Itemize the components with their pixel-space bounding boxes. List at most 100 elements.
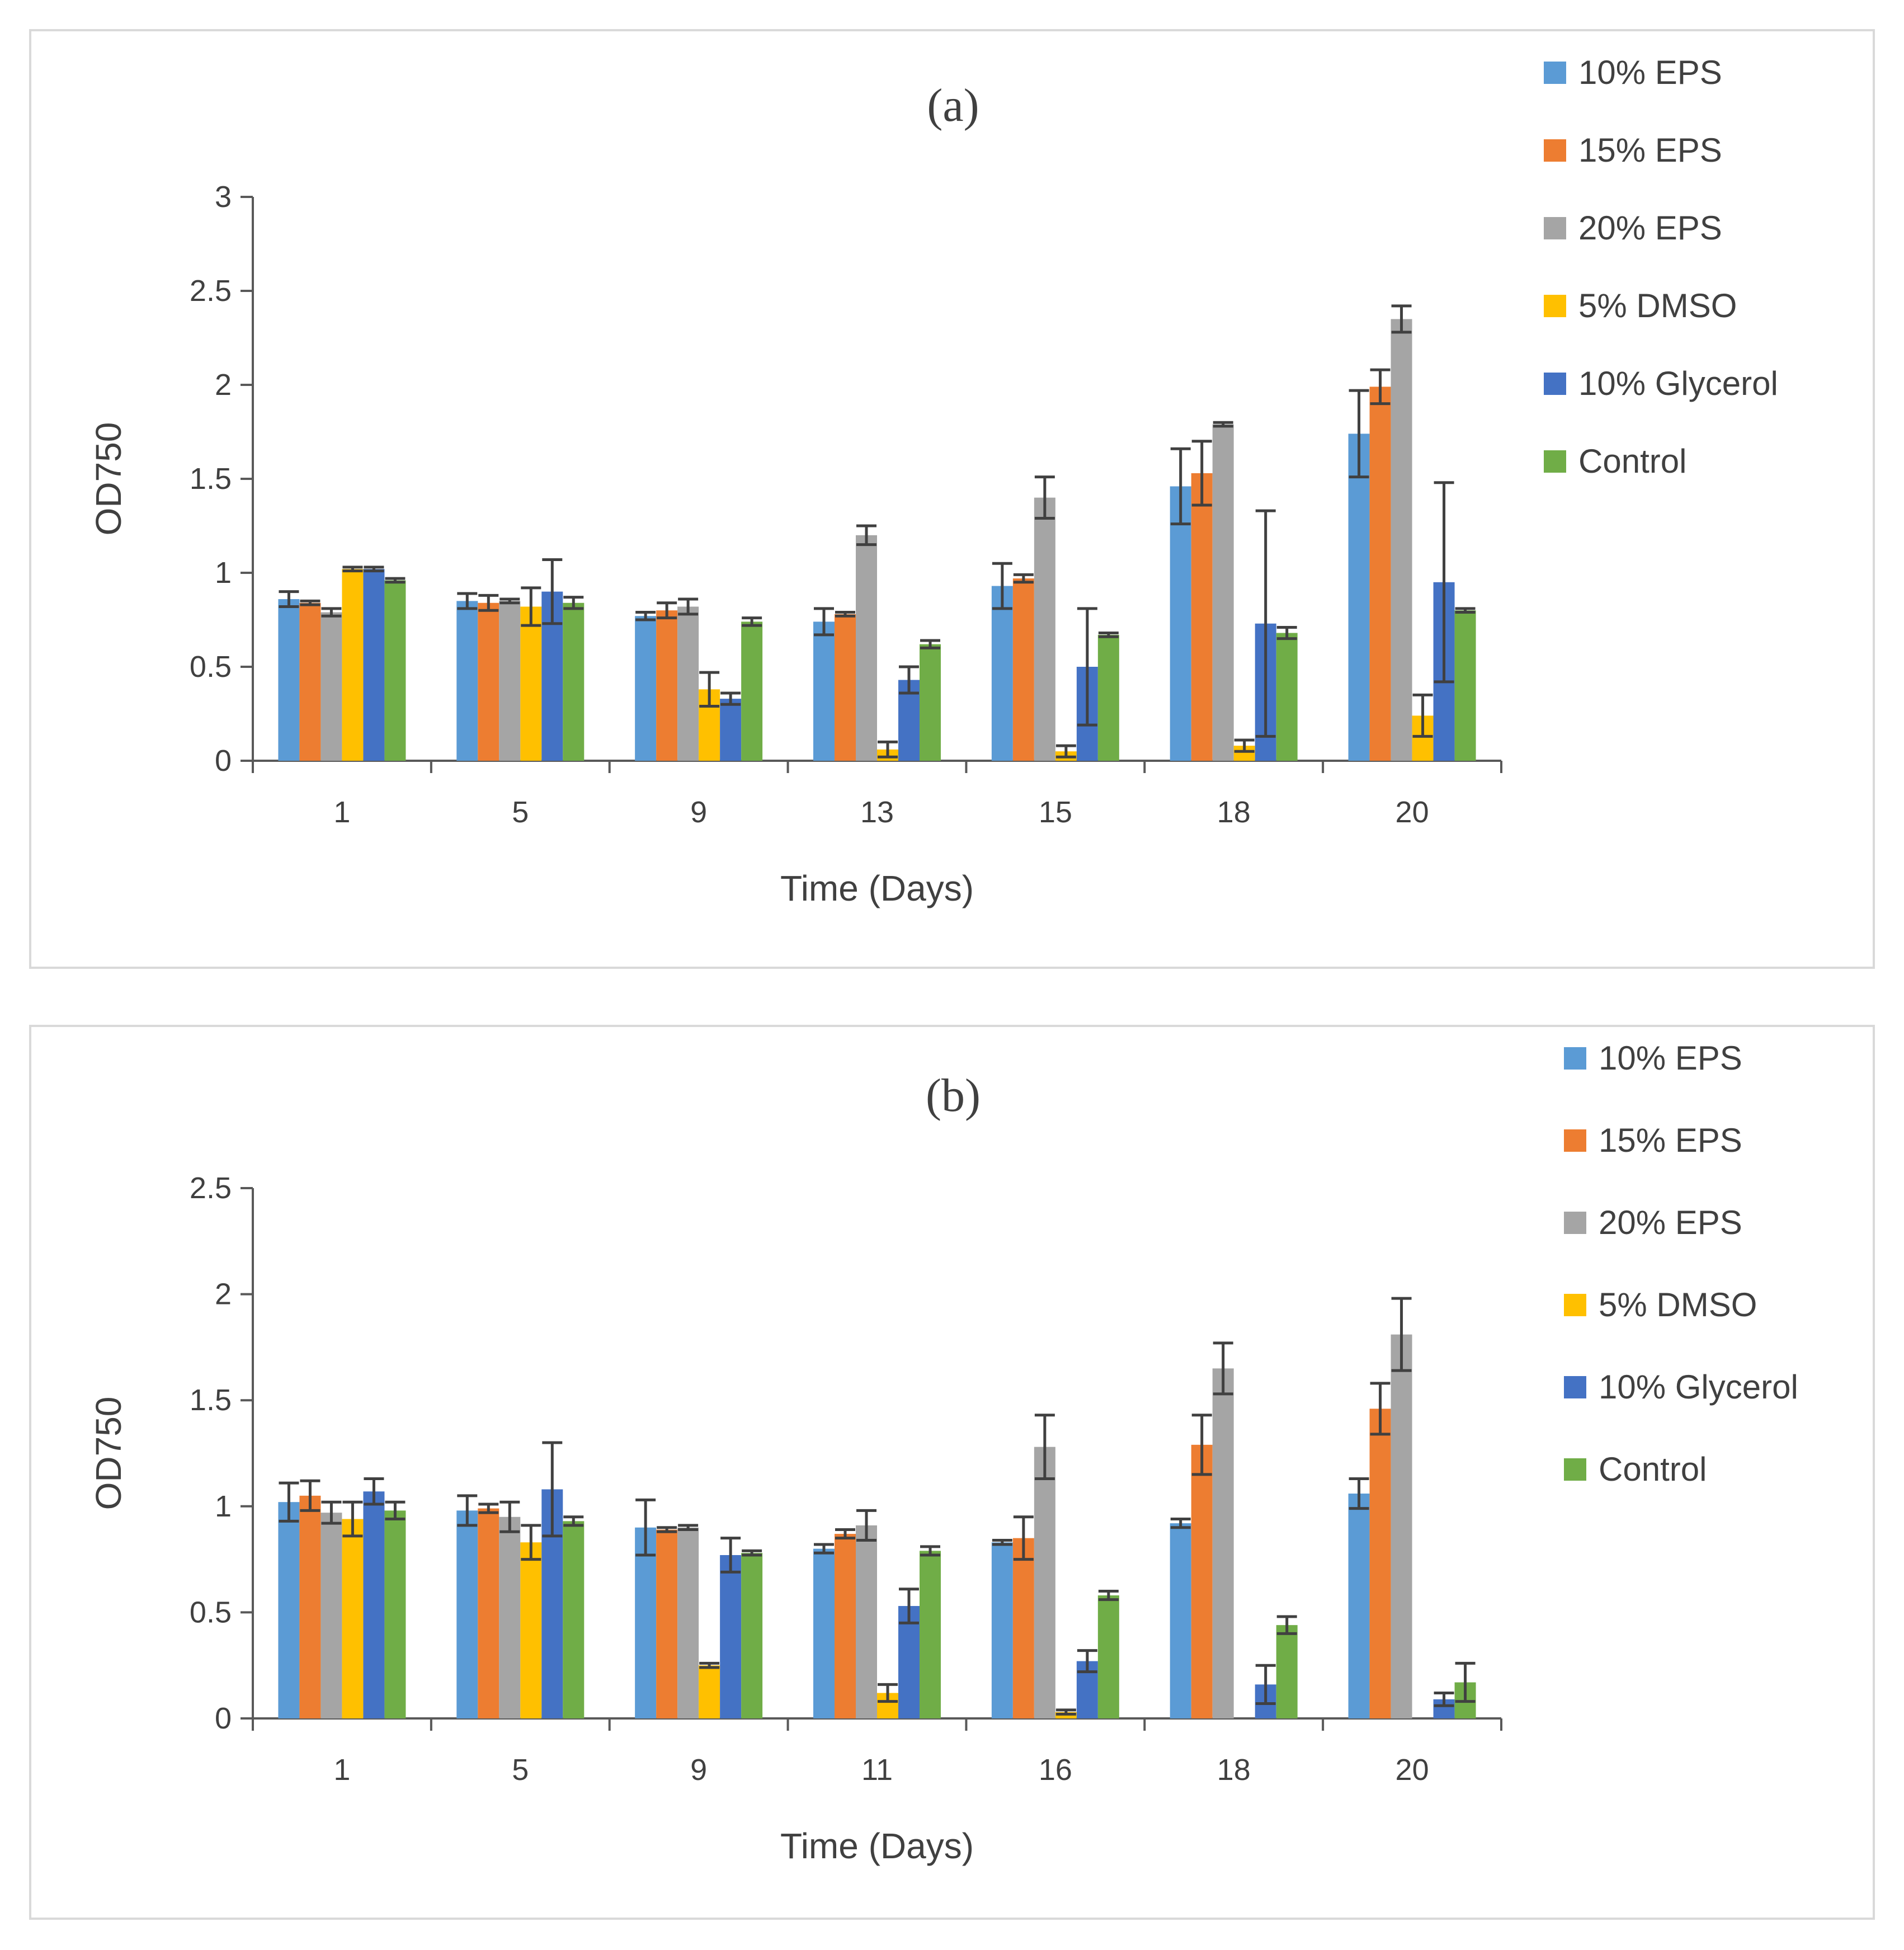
chart-b-legend-label: 10% EPS (1599, 1039, 1742, 1077)
chart-a-bar (835, 614, 856, 761)
chart-b-bar (563, 1521, 585, 1718)
chart-a-title: (a) (927, 79, 979, 131)
chart-b-x-tick-label: 11 (861, 1753, 893, 1787)
chart-a-legend-swatch (1544, 217, 1566, 239)
chart-b-svg: (b) 0 0.5 1 1.5 2 2.5 1 5 9 11 16 18 20 Time (Days) OD7… (88, 1039, 1798, 1866)
chart-b-bar (898, 1606, 920, 1718)
chart-a-bar (856, 535, 877, 761)
chart-b-legend-swatch (1564, 1458, 1586, 1481)
chart-a-y-tick-label: 2 (215, 368, 232, 402)
chart-b-bar (1276, 1625, 1298, 1718)
chart-a-bar (299, 602, 321, 761)
chart-panel-b: (b) 0 0.5 1 1.5 2 2.5 1 5 9 11 16 18 20 Time (Days) OD7… (29, 1025, 1875, 1920)
chart-a-y-tick-label: 0 (215, 744, 232, 778)
chart-a-bar (991, 586, 1013, 761)
chart-a-y-axis-title: OD750 (88, 422, 129, 536)
chart-a-legend-label: Control (1578, 442, 1686, 480)
chart-b-bar (499, 1516, 521, 1718)
chart-a-bar (720, 699, 742, 761)
chart-a-bar (1276, 633, 1298, 761)
chart-a-legend-label: 5% DMSO (1578, 287, 1737, 324)
chart-a-x-tick-label: 5 (512, 795, 529, 829)
chart-b-bar (813, 1548, 835, 1718)
chart-b-legend-swatch (1564, 1294, 1586, 1316)
chart-a-x-tick-label: 20 (1396, 795, 1429, 829)
chart-b-bar (856, 1525, 877, 1718)
chart-a-bar (384, 580, 406, 761)
chart-a-bar (813, 621, 835, 761)
chart-a-bar (1191, 473, 1213, 761)
chart-a-x-tick-label: 1 (333, 795, 350, 829)
chart-a-y-tick-label: 1.5 (190, 462, 232, 496)
chart-a-x-tick-label: 13 (860, 795, 894, 829)
chart-a-bar (1097, 634, 1119, 761)
chart-a-legend-label: 10% Glycerol (1578, 365, 1778, 402)
chart-a-bar (499, 601, 521, 761)
chart-b-y-tick-label: 1 (215, 1490, 232, 1523)
chart-a-bar (278, 599, 300, 761)
chart-b-bar (1097, 1595, 1119, 1718)
chart-a-y-tick-label: 1 (215, 556, 232, 590)
chart-b-bar (1369, 1409, 1391, 1718)
chart-a-legend-swatch (1544, 450, 1566, 473)
chart-b-x-tick-label: 20 (1396, 1753, 1429, 1787)
chart-a-bar (1369, 387, 1391, 761)
chart-a-bar (456, 601, 478, 761)
chart-b-legend-label: 20% EPS (1599, 1204, 1742, 1241)
chart-b-bar (1170, 1523, 1191, 1718)
chart-a-bar (478, 602, 499, 761)
chart-a-x-tick-label: 15 (1039, 795, 1072, 829)
chart-b-bar (741, 1553, 763, 1718)
chart-a-legend-swatch (1544, 62, 1566, 84)
chart-a-bar (1170, 486, 1191, 761)
chart-b-bar (456, 1510, 478, 1718)
chart-b-bar (1012, 1538, 1034, 1718)
chart-a-x-tick-label: 9 (690, 795, 707, 829)
chart-a-legend-label: 15% EPS (1578, 131, 1722, 169)
chart-a-legend-label: 10% EPS (1578, 54, 1722, 91)
chart-a-legend-swatch (1544, 139, 1566, 162)
chart-a-bar (321, 612, 342, 761)
chart-b-y-tick-label: 0 (215, 1702, 232, 1735)
chart-a-bar (363, 569, 385, 761)
chart-b-x-tick-label: 1 (333, 1753, 350, 1787)
chart-b-bar (1348, 1494, 1370, 1718)
chart-b-bar (299, 1495, 321, 1718)
chart-b-bar (384, 1510, 406, 1718)
chart-b-y-axis-title: OD750 (88, 1397, 129, 1510)
chart-b-legend-label: 5% DMSO (1599, 1286, 1757, 1323)
chart-a-bar (1391, 319, 1412, 761)
chart-a-legend-label: 20% EPS (1578, 209, 1722, 247)
chart-b-legend-swatch (1564, 1129, 1586, 1152)
chart-b-bar (1212, 1368, 1234, 1718)
chart-b-x-tick-label: 18 (1217, 1753, 1251, 1787)
chart-a-bar (342, 569, 364, 761)
chart-b-y-tick-label: 2 (215, 1278, 232, 1311)
chart-b-y-tick-label: 2.5 (190, 1171, 232, 1205)
chart-b-bar (278, 1502, 300, 1718)
chart-b-x-tick-label: 9 (690, 1753, 707, 1787)
chart-a-bar (1454, 610, 1476, 761)
chart-b-bar (321, 1513, 342, 1718)
chart-a-bar (563, 602, 585, 761)
chart-b-bar (478, 1508, 499, 1718)
chart-b-y-tick-label: 0.5 (190, 1595, 232, 1629)
chart-a-x-tick-label: 18 (1217, 795, 1251, 829)
chart-b-legend-swatch (1564, 1376, 1586, 1398)
chart-a-legend-swatch (1544, 295, 1566, 317)
chart-b-bar (520, 1542, 542, 1718)
chart-b-legend-label: 10% Glycerol (1599, 1368, 1798, 1406)
chart-a-bar (1012, 578, 1034, 761)
chart-b-bar (720, 1555, 742, 1718)
chart-b-x-tick-label: 16 (1039, 1753, 1072, 1787)
chart-b-bar (677, 1527, 699, 1718)
chart-b-bar (363, 1491, 385, 1718)
chart-b-x-axis-title: Time (Days) (780, 1826, 974, 1866)
chart-a-bar (677, 606, 699, 761)
chart-b-legend-swatch (1564, 1047, 1586, 1070)
chart-a-x-axis-title: Time (Days) (780, 868, 974, 908)
chart-a-bar (920, 644, 941, 761)
chart-b-bar (699, 1665, 720, 1718)
chart-a-bar (656, 610, 678, 761)
